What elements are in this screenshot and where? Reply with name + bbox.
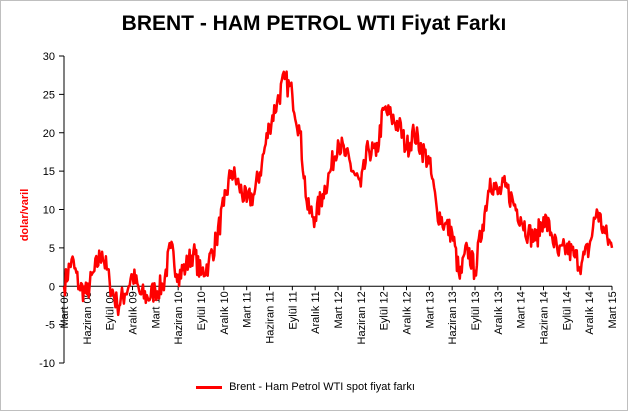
- x-tick-label: Haziran 11: [265, 291, 277, 343]
- y-tick-label: 25: [43, 89, 55, 101]
- y-tick-label: 10: [43, 205, 55, 217]
- x-tick-label: Eylül 12: [379, 291, 391, 330]
- x-tick-label: Mart 13: [424, 291, 436, 328]
- legend-swatch: [196, 385, 222, 389]
- x-tick-label: Aralık 11: [310, 291, 322, 334]
- y-tick-label: 15: [43, 166, 55, 178]
- x-tick-label: Haziran 12: [356, 291, 368, 344]
- x-tick-label: Mart 14: [516, 291, 528, 328]
- x-tick-label: Haziran 14: [539, 291, 551, 344]
- x-tick-label: Eylül 11: [287, 291, 299, 329]
- x-tick-label: Aralık 10: [219, 291, 231, 334]
- x-tick-label: Aralık 14: [584, 291, 596, 334]
- x-tick-label: Aralık 13: [493, 291, 505, 334]
- x-tick-label: Aralık 12: [402, 291, 414, 334]
- x-tick-label: Aralık 09: [128, 291, 140, 334]
- x-tick-label: Haziran 10: [173, 291, 185, 344]
- legend: Brent - Ham Petrol WTI spot fiyat farkı: [196, 381, 415, 395]
- x-tick-label: Eylül 10: [196, 291, 208, 330]
- y-tick-label: 20: [43, 128, 55, 140]
- chart-title: BRENT - HAM PETROL WTI Fiyat Farkı: [121, 12, 507, 35]
- x-tick-label: Mart 09: [59, 291, 71, 328]
- y-tick-label: 30: [43, 51, 55, 63]
- y-tick-label: -10: [39, 358, 55, 370]
- x-tick-label: Mart 11: [242, 291, 254, 327]
- x-tick-label: Mart 12: [333, 291, 345, 328]
- y-tick-label: -5: [45, 320, 55, 332]
- x-tick-label: Eylül 13: [470, 291, 482, 330]
- series-line: [62, 70, 614, 317]
- x-tick-label: Mart 15: [607, 291, 619, 328]
- x-tick-label: Haziran 09: [82, 291, 94, 344]
- legend-label: Brent - Ham Petrol WTI spot fiyat farkı: [229, 381, 415, 393]
- x-tick-label: Haziran 13: [447, 291, 459, 344]
- x-tick-label: Eylül 14: [561, 291, 573, 330]
- y-tick-label: 5: [49, 243, 55, 255]
- y-tick-label: 0: [49, 281, 55, 293]
